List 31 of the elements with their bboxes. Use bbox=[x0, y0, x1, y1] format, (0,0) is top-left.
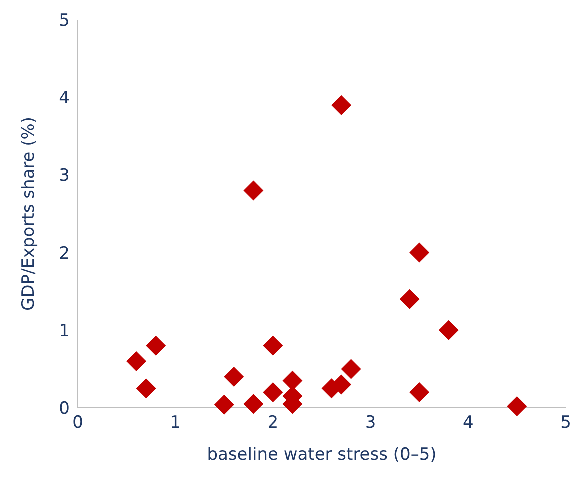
point bbox=[263, 336, 284, 356]
point bbox=[126, 351, 147, 372]
y-tick-label: 3 bbox=[59, 166, 70, 186]
point bbox=[410, 242, 430, 263]
x-tick-label: 3 bbox=[365, 413, 376, 434]
y-tick-label: 1 bbox=[59, 321, 70, 342]
x-tick-label: 1 bbox=[170, 413, 182, 434]
x-tick-label: 4 bbox=[462, 413, 474, 434]
x-tick-label: 2 bbox=[268, 413, 279, 434]
y-tick-label: 2 bbox=[59, 244, 70, 264]
point bbox=[224, 366, 244, 387]
x-tick-label: 0 bbox=[72, 413, 84, 434]
x-axis-title: baseline water stress (0–5) bbox=[207, 445, 437, 465]
point bbox=[507, 396, 528, 416]
y-tick-label: 0 bbox=[59, 399, 70, 420]
point bbox=[438, 320, 459, 340]
point bbox=[410, 382, 430, 402]
y-tick-label: 4 bbox=[59, 88, 70, 109]
point bbox=[146, 336, 166, 356]
y-axis-title: GDP/Exports share (%) bbox=[19, 116, 40, 312]
point bbox=[214, 394, 234, 415]
point bbox=[400, 289, 420, 310]
point bbox=[244, 394, 264, 414]
point bbox=[263, 382, 284, 402]
point bbox=[341, 359, 362, 380]
point bbox=[244, 180, 264, 201]
y-tick-label: 5 bbox=[59, 11, 70, 32]
x-tick-label: 5 bbox=[560, 413, 572, 434]
point bbox=[136, 378, 156, 399]
point bbox=[282, 370, 303, 391]
point bbox=[332, 95, 352, 116]
